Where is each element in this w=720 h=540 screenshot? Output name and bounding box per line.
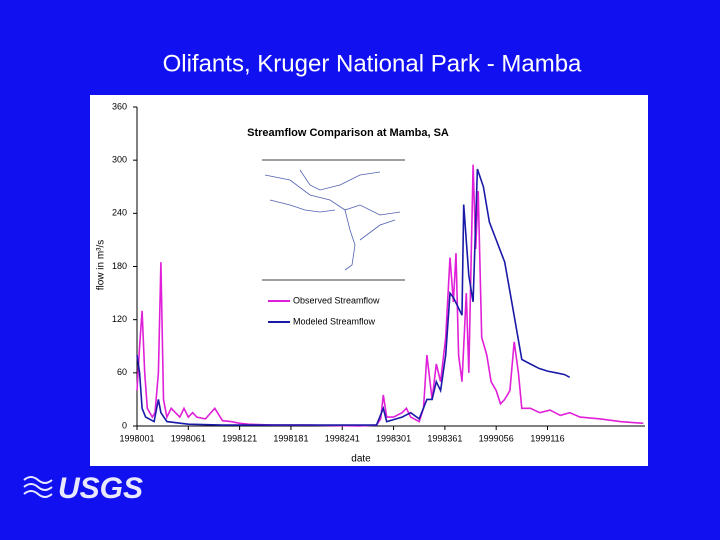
y-axis-label: flow in m³/s — [96, 240, 107, 291]
y-tick-label: 300 — [112, 155, 127, 165]
x-tick-label: 1999056 — [479, 433, 514, 443]
x-axis-label: date — [351, 454, 371, 465]
y-tick-label: 360 — [112, 101, 127, 111]
x-tick-label: 1999116 — [530, 433, 564, 443]
x-tick-label: 1998301 — [376, 433, 411, 443]
x-tick-label: 1998361 — [427, 433, 462, 443]
logo-waves — [23, 476, 53, 498]
y-tick-label: 240 — [112, 208, 127, 218]
y-tick-label: 120 — [112, 314, 127, 324]
x-tick-label: 1998181 — [273, 433, 308, 443]
series-line — [136, 164, 644, 427]
inset-map — [262, 159, 405, 281]
x-tick-label: 1998241 — [325, 433, 360, 443]
y-tick-label: 0 — [122, 420, 127, 430]
chart-title: Streamflow Comparison at Mamba, SA — [247, 127, 449, 139]
slide-title: Olifants, Kruger National Park - Mamba — [163, 50, 582, 77]
legend-label: Observed Streamflow — [293, 295, 380, 305]
x-tick-label: 1998121 — [222, 433, 257, 443]
series-line — [136, 168, 571, 426]
chart-panel — [90, 95, 648, 466]
x-tick-label: 1998061 — [171, 433, 206, 443]
logo: USGS — [58, 472, 143, 505]
legend-label: Modeled Streamflow — [293, 316, 376, 326]
y-tick-label: 60 — [117, 367, 127, 377]
y-tick-label: 180 — [112, 261, 127, 271]
x-tick-label: 1998001 — [119, 433, 154, 443]
